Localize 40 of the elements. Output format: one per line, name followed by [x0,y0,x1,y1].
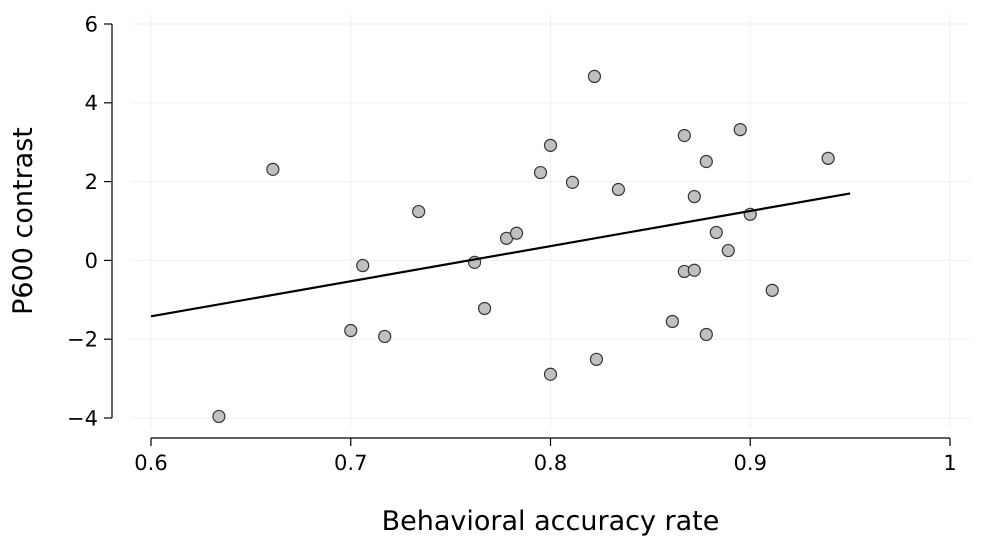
point [478,302,492,316]
point [700,154,713,168]
x-axis-title: Behavioral accuracy rate [382,506,720,537]
point [588,70,602,83]
point [544,368,558,381]
point [710,226,723,240]
point [688,190,701,204]
y-tick-label: −2 [67,328,98,352]
point [544,138,558,152]
x-tick-label: 0.6 [134,451,168,475]
point [412,204,426,218]
point [566,176,580,189]
point [688,264,701,277]
point [822,152,835,165]
point [266,162,280,176]
x-tick-label: 0.8 [534,451,568,475]
y-tick-label: −4 [67,406,98,430]
point [500,232,514,245]
point [766,284,779,297]
point [590,352,604,366]
y-tick-label: 6 [84,12,98,36]
y-axis-title: P600 contrast [8,127,39,315]
point [356,258,370,272]
x-tick-label: 0.9 [734,451,767,475]
x-tick-label: 0.7 [334,451,368,475]
point [700,328,713,342]
point [378,330,392,344]
point [534,166,548,180]
x-tick-label: 1 [943,451,957,475]
point [212,410,226,424]
y-tick-label: 2 [84,170,98,194]
point [612,182,626,196]
point [734,122,747,136]
y-tick-label: 0 [84,248,98,273]
point [722,244,735,258]
point [510,226,524,240]
y-tick-label: 4 [84,91,98,116]
point [666,314,679,328]
point [678,128,691,142]
point [344,324,358,338]
